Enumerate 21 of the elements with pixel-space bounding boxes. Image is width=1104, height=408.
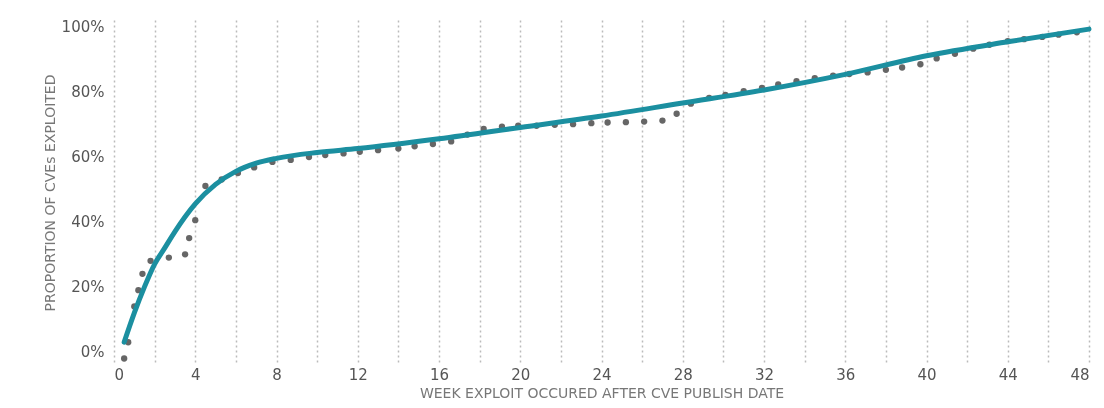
y-tick-label: 40% [71,213,105,232]
x-tick-label: 16 [429,365,450,384]
y-tick-label: 100% [61,18,105,37]
x-tick-label: 36 [836,365,856,384]
x-tick-label: 20 [511,365,531,384]
x-axis-title: WEEK EXPLOIT OCCURED AFTER CVE PUBLISH DATE [419,384,785,401]
x-tick-label: 28 [673,365,693,384]
x-tick-label: 12 [348,365,368,384]
y-tick-label: 60% [71,148,105,167]
x-tick-label: 48 [1070,365,1090,384]
x-tick-label: 40 [917,365,937,384]
x-tick-label: 4 [190,365,201,384]
y-tick-label: 20% [71,278,105,297]
y-tick-label: 80% [71,83,105,102]
y-tick-label: 0% [80,343,105,362]
x-tick-label: 8 [272,365,282,384]
x-tick-label: 24 [592,365,612,384]
x-tick-label: 32 [754,365,775,384]
x-tick-label: 44 [998,365,1018,384]
x-tick-label: 0 [114,365,125,384]
y-axis-title: PROPORTION OF CVEs EXPLOITED [41,74,58,312]
